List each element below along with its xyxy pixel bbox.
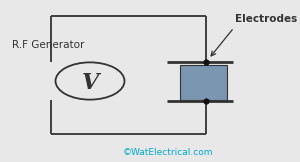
Text: Electrodes: Electrodes: [236, 14, 298, 24]
Text: R.F Generator: R.F Generator: [12, 40, 84, 50]
Text: V: V: [81, 72, 99, 94]
Circle shape: [56, 62, 124, 100]
Text: ©WatElectrical.com: ©WatElectrical.com: [123, 148, 213, 157]
Bar: [180, 65, 226, 100]
